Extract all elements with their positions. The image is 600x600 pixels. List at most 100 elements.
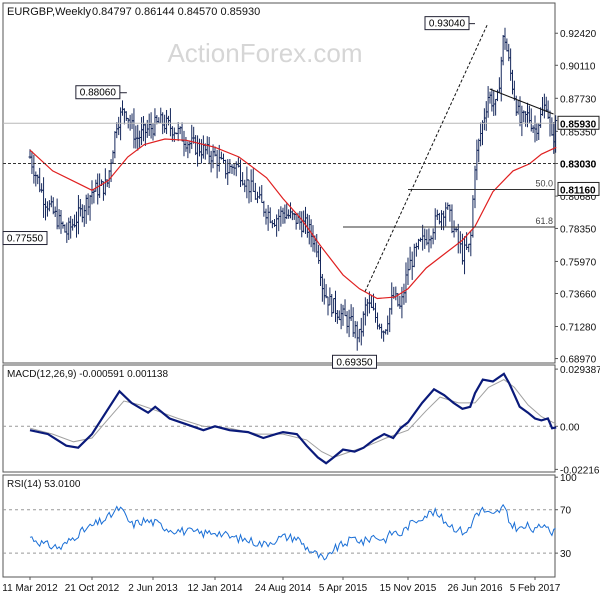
price-bar (67, 217, 71, 241)
price-bar (44, 198, 47, 221)
price-bar (320, 273, 324, 302)
price-bar (115, 122, 119, 139)
price-bar (96, 173, 100, 205)
price-bar (165, 109, 169, 135)
fib-level-label: 61.8 (535, 216, 553, 226)
price-bar (245, 166, 249, 199)
price-bar (339, 303, 343, 330)
price-bar (277, 209, 281, 232)
price-y-tick-label: 0.78350 (560, 224, 597, 235)
rsi-y-axis: 100 70 30 (555, 473, 577, 560)
x-tick-label: 5 Apr 2015 (319, 583, 368, 594)
price-bar (241, 172, 245, 186)
price-bar (232, 163, 236, 176)
price-bar (194, 135, 198, 156)
price-bar (497, 77, 501, 93)
price-bar (469, 230, 473, 257)
price-bar (473, 165, 477, 209)
price-bar (190, 124, 194, 149)
price-bar (249, 169, 253, 203)
price-bar (499, 56, 503, 102)
price-bar (143, 123, 147, 146)
price-bar (140, 117, 144, 146)
price-bar (349, 304, 353, 322)
price-bar (59, 210, 63, 234)
price-bar (343, 299, 347, 317)
price-bar (182, 130, 186, 157)
price-bar (380, 323, 384, 339)
price-bar (394, 286, 398, 301)
price-bar (215, 149, 219, 179)
price-bar (281, 207, 285, 224)
rsi-y-tick-label: 30 (560, 549, 572, 560)
price-header-values: 0.84797 0.86144 0.84570 0.85930 (92, 6, 260, 18)
x-tick-label: 15 Nov 2015 (380, 583, 437, 594)
price-bar (47, 200, 51, 212)
price-label: 0.85930 (560, 119, 597, 130)
price-y-tick-label: 0.68970 (560, 355, 597, 366)
price-y-tick-label: 0.83030 (560, 160, 597, 171)
price-bar (203, 143, 207, 160)
price-bar (479, 122, 483, 147)
price-bar (86, 193, 90, 216)
price-bar (505, 38, 509, 52)
price-bar (482, 108, 486, 131)
price-bar (180, 122, 184, 142)
price-bar (168, 108, 172, 137)
price-bar (355, 321, 359, 351)
price-bar (136, 124, 140, 151)
price-bar (433, 208, 437, 240)
price-bar (516, 100, 520, 115)
price-bar (78, 199, 82, 217)
price-bar (353, 320, 357, 339)
price-y-tick-label: 0.90110 (560, 61, 596, 72)
price-bar (121, 100, 124, 116)
price-panel-frame (2, 2, 556, 364)
price-bars (28, 27, 558, 351)
price-bar (75, 211, 78, 238)
price-bar (34, 171, 38, 187)
price-bar (226, 159, 230, 186)
price-bar (326, 296, 330, 316)
price-bar (63, 224, 67, 233)
trendline (364, 24, 488, 292)
price-bar (300, 211, 304, 238)
price-bar (501, 35, 505, 66)
price-bar (378, 323, 382, 330)
price-bar (30, 150, 34, 174)
price-bar (222, 153, 225, 164)
price-y-tick-label: 0.80680 (560, 192, 597, 203)
price-bar (94, 179, 98, 192)
extreme-label: 0.93040 (429, 19, 466, 30)
price-bar (270, 220, 274, 229)
extreme-label-box (2, 231, 48, 246)
price-bar (157, 117, 161, 124)
price-bar (88, 194, 92, 221)
x-tick-label: 11 Mar 2012 (2, 583, 58, 594)
price-y-axis: 0.92420 0.90110 0.87730 0.85350 0.83030 0.806… (555, 29, 597, 366)
price-bar (546, 100, 550, 120)
price-bar (410, 251, 414, 280)
price-bar (490, 88, 494, 112)
price-bar (429, 235, 433, 249)
extreme-label: 0.69350 (336, 357, 373, 368)
price-bar (369, 294, 373, 309)
rsi-grid (3, 509, 555, 554)
price-bar (512, 80, 516, 101)
price-bar (207, 136, 211, 165)
moving-average-path (29, 138, 557, 300)
price-bar (365, 298, 369, 317)
price-bar (463, 236, 467, 275)
price-bar (113, 131, 117, 159)
price-bar (357, 328, 361, 343)
x-tick-label: 26 Jun 2016 (447, 583, 502, 594)
price-bar (431, 228, 435, 245)
price-bar (332, 298, 336, 314)
price-y-tick-label: 0.71280 (560, 323, 597, 334)
price-bar (159, 107, 163, 124)
rsi-y-tick-label: 70 (560, 506, 572, 517)
price-bar (386, 315, 390, 335)
price-label: 0.83030 (560, 160, 597, 171)
